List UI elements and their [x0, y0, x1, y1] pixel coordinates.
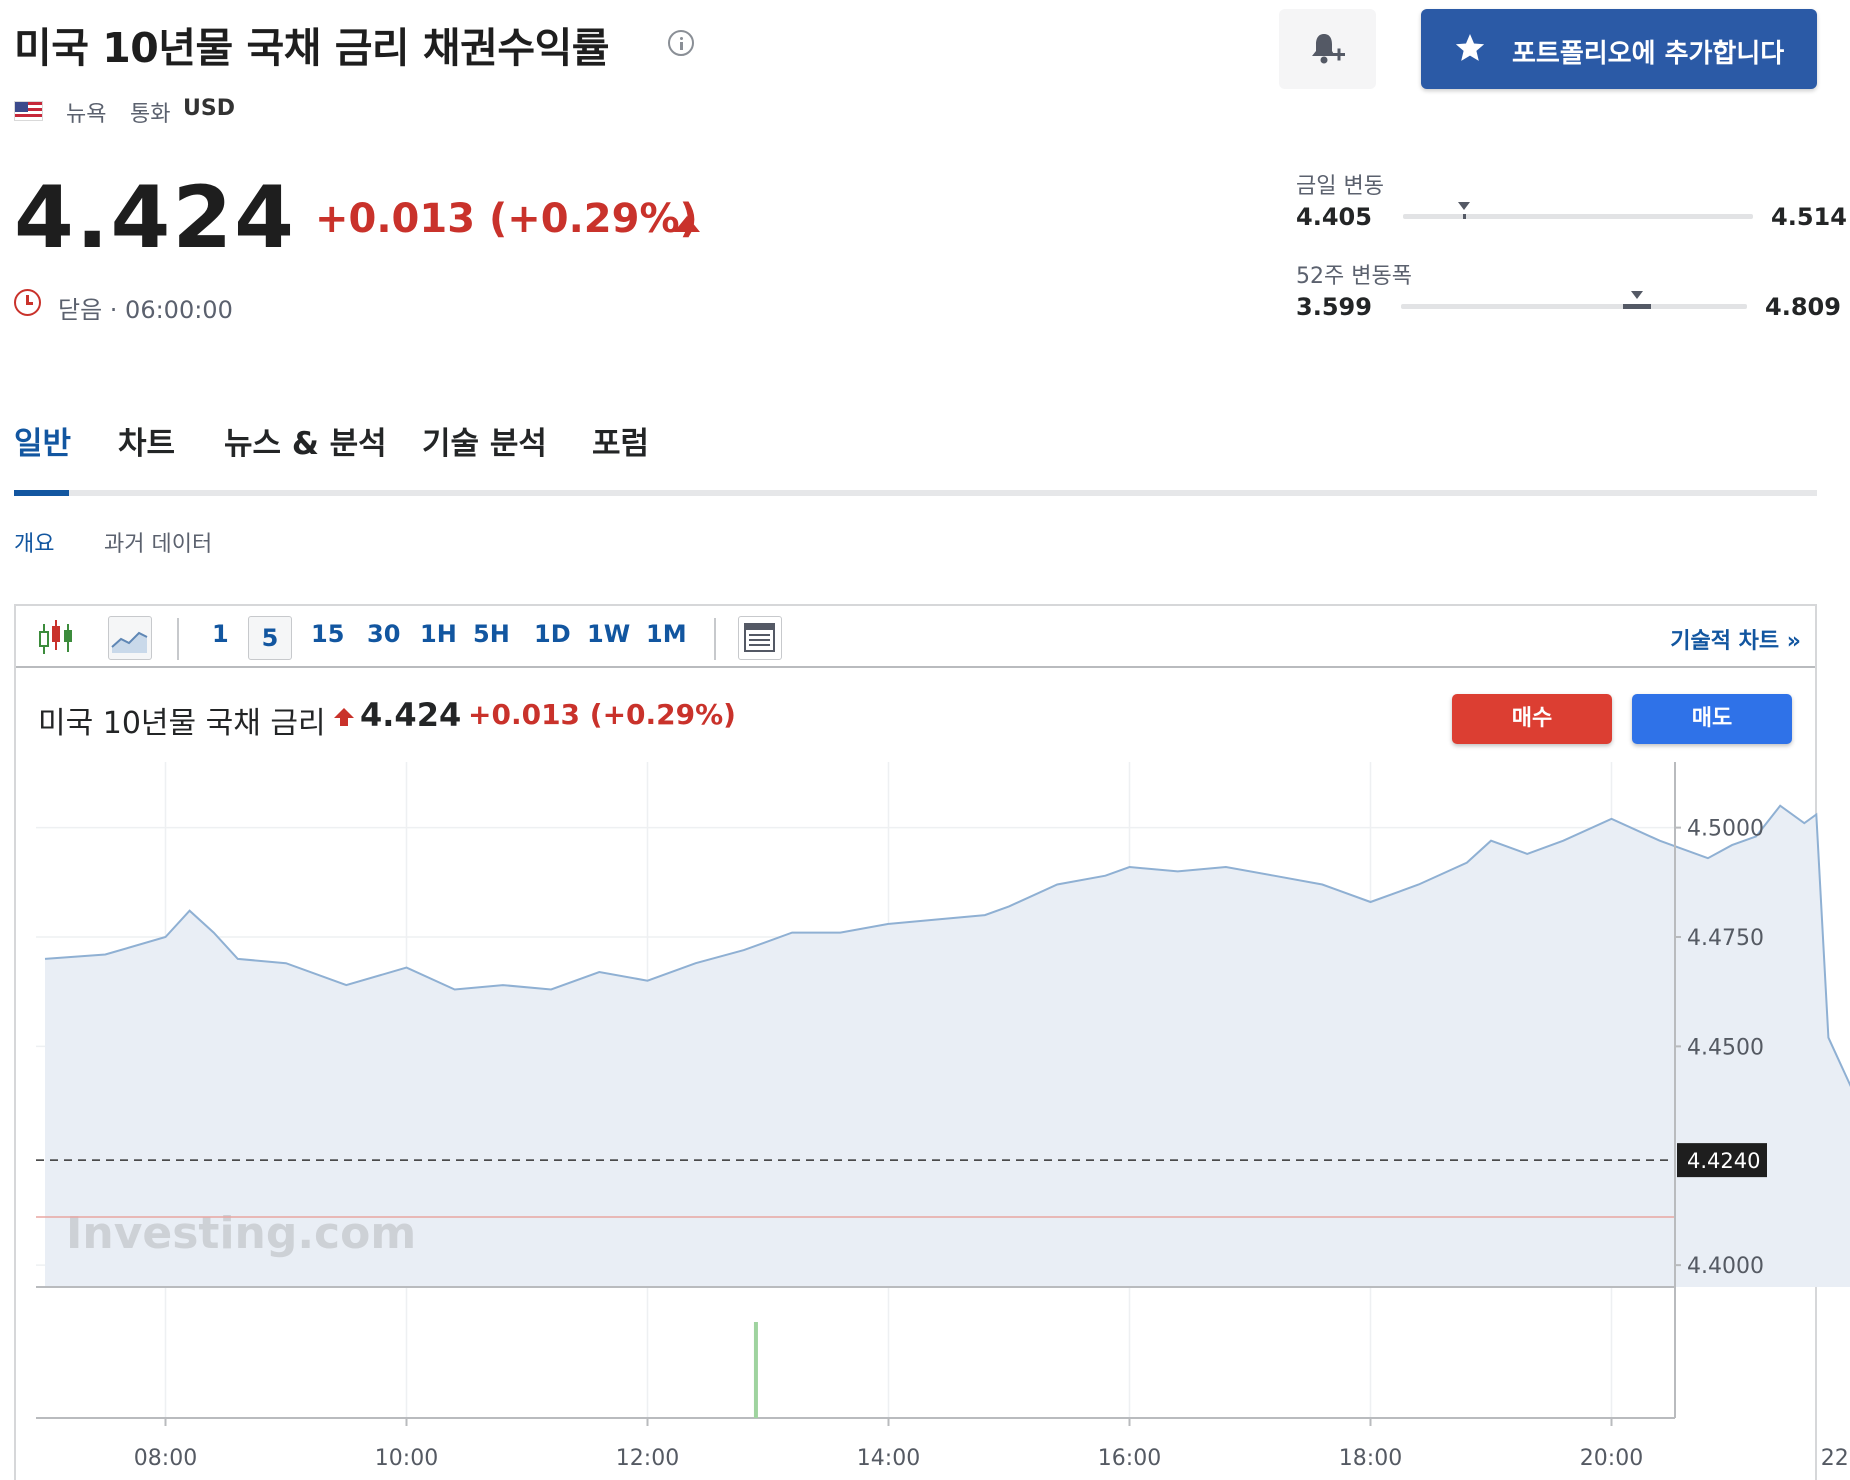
legend-instrument-name: 미국 10년물 국채 금리 — [38, 706, 326, 741]
market-status: 닫음 · 06:00:00 — [58, 296, 233, 324]
legend-price: 4.424 — [360, 696, 462, 734]
table-icon — [744, 623, 775, 652]
y-tick-label: 4.4000 — [1687, 1254, 1764, 1279]
technical-chart-link[interactable]: 기술적 차트 » — [1670, 629, 1801, 654]
x-tick-label: 22:00 — [1821, 1446, 1850, 1471]
timeframe-1h[interactable]: 1H — [420, 620, 457, 648]
area-chart-icon — [111, 631, 148, 653]
sell-button[interactable]: 매도 — [1632, 694, 1792, 744]
price-change: +0.013 (+0.29%) — [315, 196, 698, 242]
active-tab-indicator — [14, 490, 69, 496]
y-tick-label: 4.4500 — [1687, 1035, 1764, 1060]
candlestick-chart-button[interactable] — [36, 616, 76, 660]
us-flag-icon — [14, 101, 43, 121]
timeframe-5[interactable]: 5 — [248, 616, 292, 660]
x-tick-label: 18:00 — [1339, 1446, 1402, 1471]
timeframe-15[interactable]: 15 — [311, 620, 345, 648]
x-tick-label: 08:00 — [134, 1446, 197, 1471]
tab-technical-analysis[interactable]: 기술 분석 — [422, 426, 547, 462]
timeframe-5h[interactable]: 5H — [473, 620, 510, 648]
x-tick-label: 20:00 — [1580, 1446, 1643, 1471]
page-title: 미국 10년물 국채 금리 채권수익률 — [14, 24, 610, 72]
range-fill — [1622, 304, 1651, 309]
toolbar-divider — [177, 618, 179, 660]
week52-range-label: 52주 변동폭 — [1296, 264, 1412, 289]
timeframe-1m[interactable]: 1M — [646, 620, 687, 648]
add-to-portfolio-label: 포트폴리오에 추가합니다 — [1512, 39, 1785, 69]
info-icon[interactable] — [668, 30, 694, 56]
currency-label: 통화 — [130, 102, 171, 127]
create-alert-button[interactable] — [1279, 9, 1376, 89]
x-tick-label: 12:00 — [616, 1446, 679, 1471]
tab-track — [14, 490, 1817, 496]
exchange-label: 뉴욕 — [66, 102, 107, 127]
buy-button[interactable]: 매수 — [1452, 694, 1612, 744]
timeframe-30[interactable]: 30 — [367, 620, 401, 648]
tab-general[interactable]: 일반 — [14, 426, 72, 462]
tab-news-analysis[interactable]: 뉴스 & 분석 — [224, 426, 387, 462]
day-range-low: 4.405 — [1296, 203, 1372, 231]
up-arrow-icon — [674, 216, 700, 232]
investing-watermark: Investing.com — [66, 1208, 416, 1259]
subtab-historical-data[interactable]: 과거 데이터 — [104, 532, 213, 557]
legend-up-arrow-icon — [334, 708, 354, 726]
add-to-portfolio-button[interactable]: 포트폴리오에 추가합니다 — [1421, 9, 1817, 89]
tab-forum[interactable]: 포럼 — [592, 426, 650, 462]
week52-range-bar — [1401, 304, 1747, 309]
week52-range-marker — [1630, 291, 1643, 299]
range-fill — [1463, 214, 1466, 219]
x-tick-label: 16:00 — [1098, 1446, 1161, 1471]
week52-range-high: 4.809 — [1765, 293, 1841, 321]
tab-chart[interactable]: 차트 — [118, 426, 176, 462]
week52-range-low: 3.599 — [1296, 293, 1372, 321]
currency-value: USD — [183, 96, 235, 121]
current-price-tag: 4.4240 — [1677, 1143, 1767, 1178]
y-tick-label: 4.5000 — [1687, 817, 1764, 842]
area-chart-button[interactable] — [108, 616, 152, 660]
price-line — [44, 804, 1850, 1088]
candlestick-icon — [39, 620, 72, 654]
day-range-label: 금일 변동 — [1296, 174, 1384, 199]
timeframe-1w[interactable]: 1W — [587, 620, 631, 648]
day-range-high: 4.514 — [1771, 203, 1847, 231]
x-tick-label: 10:00 — [375, 1446, 438, 1471]
data-table-button[interactable] — [738, 616, 782, 660]
star-icon — [1455, 34, 1485, 61]
day-range-marker — [1458, 202, 1470, 210]
toolbar-divider — [714, 618, 716, 660]
timeframe-1[interactable]: 1 — [212, 620, 229, 648]
chart-widget: 1 5 15 30 1H 5H 1D 1W 1M 기술적 차트 » 미국 10년… — [14, 604, 1817, 1480]
clock-icon — [14, 289, 41, 316]
last-price: 4.424 — [14, 168, 297, 268]
timeframe-1d[interactable]: 1D — [534, 620, 571, 648]
bell-plus-icon — [1312, 34, 1345, 64]
svg-text:4.4240: 4.4240 — [1687, 1149, 1760, 1173]
legend-change: +0.013 (+0.29%) — [468, 698, 736, 731]
y-tick-label: 4.4750 — [1687, 926, 1764, 951]
price-area-fill — [45, 805, 1850, 1287]
day-range-bar — [1403, 214, 1753, 219]
subtab-overview[interactable]: 개요 — [14, 532, 55, 557]
chart-toolbar: 1 5 15 30 1H 5H 1D 1W 1M 기술적 차트 » — [16, 606, 1815, 668]
x-tick-label: 14:00 — [857, 1446, 920, 1471]
